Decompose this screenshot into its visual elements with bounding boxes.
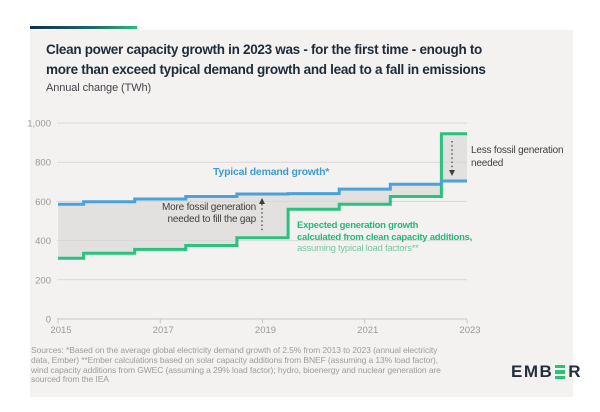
svg-text:2023: 2023 [459,325,480,336]
sources-text: Sources: *Based on the average global el… [31,345,441,385]
svg-text:200: 200 [35,275,51,286]
ember-logo: EMB R [511,362,583,381]
annotation-clean-line1: Expected generation growth [297,220,419,231]
sources-line: Sources: *Based on the average global el… [31,345,438,355]
chart-subtitle: Annual change (TWh) [46,82,152,94]
annotation-clean-line2: calculated from clean capacity additions… [297,231,473,243]
svg-text:1,000: 1,000 [27,119,51,130]
annotation-less-fossil: Less fossil generation needed [471,145,564,170]
sources-line: sourced from the IEA [31,374,109,385]
logo-e-bars-icon [555,365,566,379]
page-title: Clean power capacity growth in 2023 was … [46,40,486,80]
svg-text:2021: 2021 [357,325,378,336]
svg-text:2015: 2015 [50,325,71,336]
annotation-clean-growth: Expected generation growth calculated fr… [297,220,472,255]
annotation-clean-line3: assuming typical load factors** [297,243,419,254]
annotation-typical-demand-growth: Typical demand growth* [213,166,330,178]
sources-line: data, Ember) **Ember calculations based … [31,354,438,365]
annotation-more-fossil-line2: needed to fill the gap [167,214,257,225]
annotation-less-fossil-line2: needed [471,157,504,169]
svg-text:600: 600 [35,197,51,208]
annotation-more-fossil: More fossil generation needed to fill th… [162,202,256,226]
svg-text:2017: 2017 [153,325,174,336]
svg-text:0: 0 [46,315,51,326]
svg-text:800: 800 [35,158,51,169]
annotation-less-fossil-line1: Less fossil generation [471,145,564,156]
title-line-1: Clean power capacity growth in 2023 was … [46,42,482,57]
logo-text-emb: EMB [511,362,554,381]
logo-text-r: R [568,362,583,381]
accent-bar [30,26,137,29]
sources-line: wind capacity additions from GWEC (assum… [31,364,441,375]
svg-text:400: 400 [35,236,51,247]
svg-text:2019: 2019 [255,325,276,336]
title-line-2: more than exceed typical demand growth a… [46,62,486,77]
annotation-more-fossil-line1: More fossil generation [162,202,256,213]
